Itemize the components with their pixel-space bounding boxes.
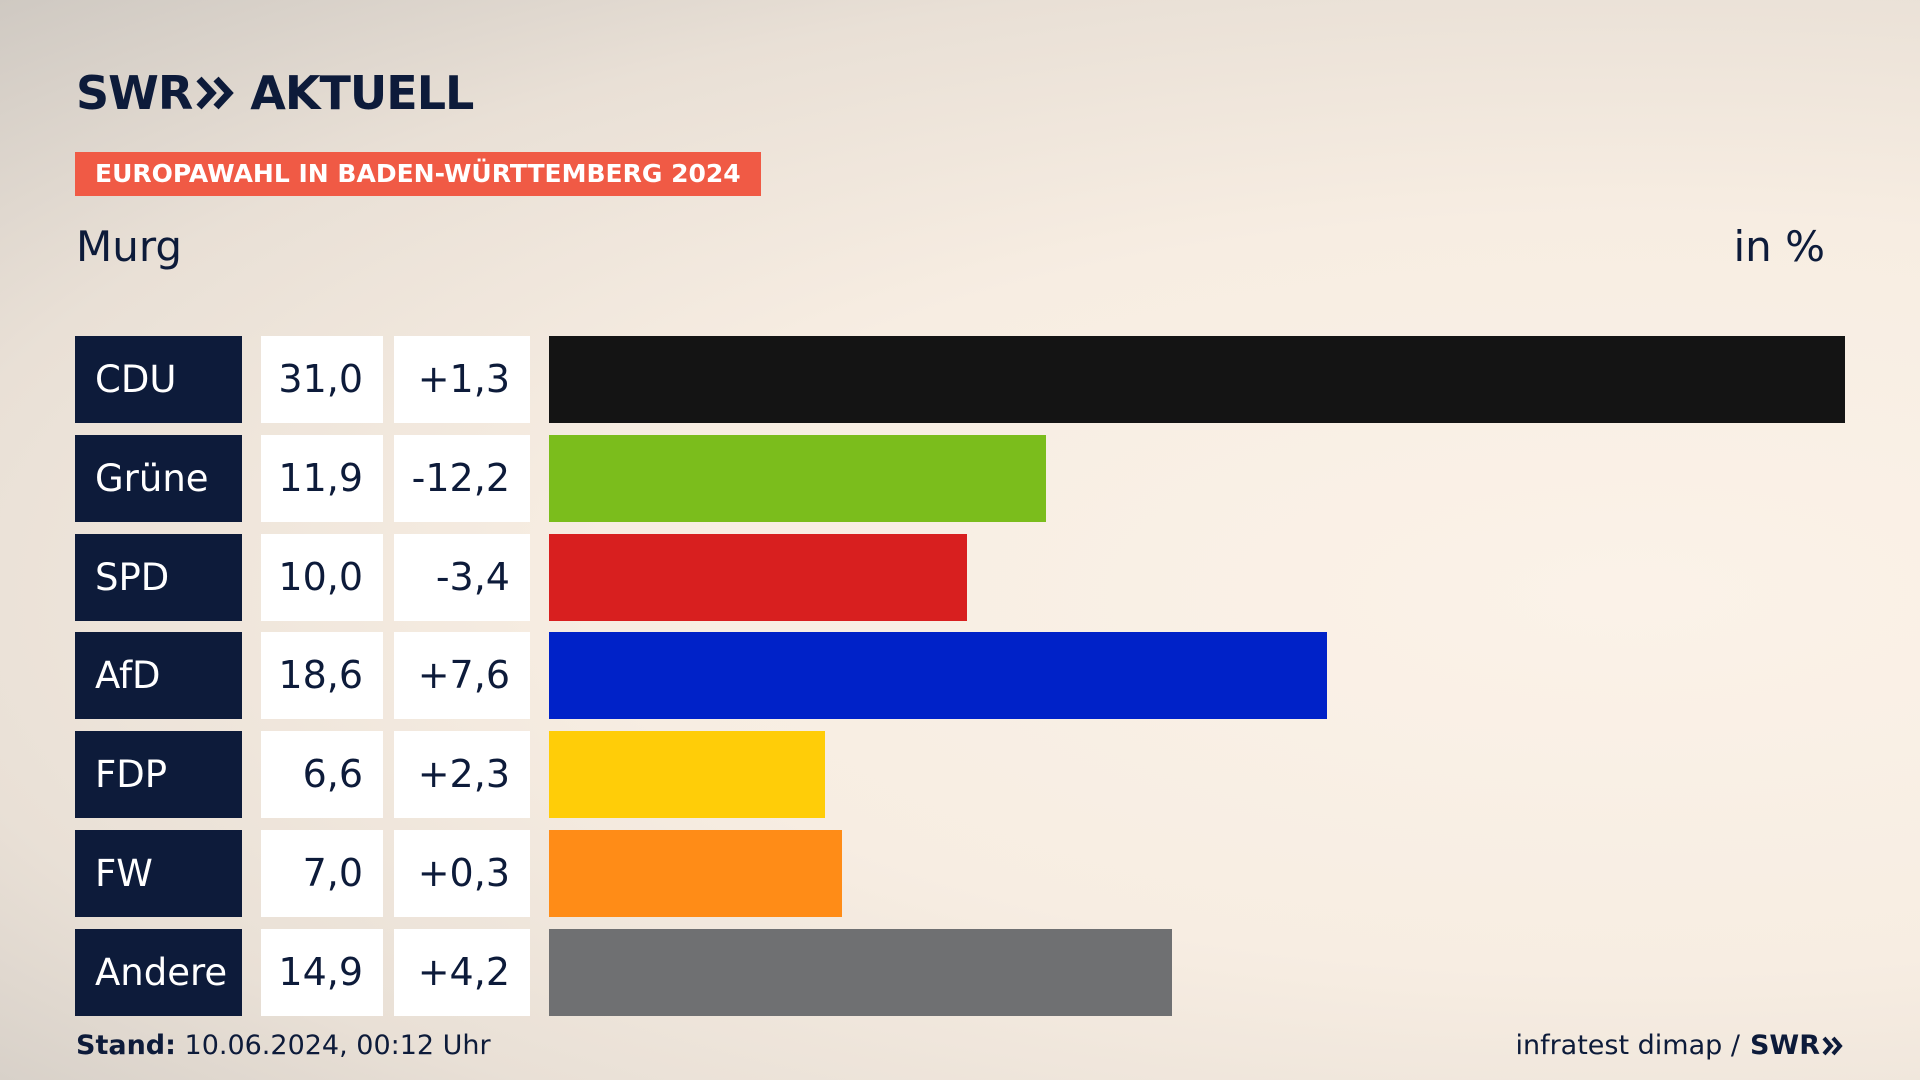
logo-brand: SWR <box>76 66 193 120</box>
source-credit: infratest dimap / SWR <box>1515 1030 1844 1061</box>
vote-change-value: -12,2 <box>394 434 530 522</box>
vote-share-value: 14,9 <box>261 928 383 1016</box>
vote-change-value: -3,4 <box>394 533 530 621</box>
vote-change-value: +0,3 <box>394 830 530 917</box>
vote-share-value: 11,9 <box>261 434 383 522</box>
double-chevron-icon <box>196 75 236 111</box>
vote-share-value: 6,6 <box>261 731 383 819</box>
swr-small-brand: SWR <box>1749 1030 1820 1061</box>
logo-suffix: AKTUELL <box>250 66 474 120</box>
vote-change-value: +2,3 <box>394 731 530 819</box>
party-label: CDU <box>75 336 242 423</box>
vote-share-value: 18,6 <box>261 632 383 720</box>
timestamp: Stand: 10.06.2024, 00:12 Uhr <box>76 1030 491 1061</box>
unit-label: in % <box>1733 222 1825 271</box>
vote-share-value: 7,0 <box>261 830 383 917</box>
vote-share-bar <box>549 731 825 819</box>
party-label: SPD <box>75 533 242 621</box>
swr-small-logo: SWR <box>1750 1030 1844 1061</box>
vote-change-value: +7,6 <box>394 632 530 720</box>
party-label: FDP <box>75 731 242 819</box>
party-label: FW <box>75 830 242 917</box>
stand-value: 10.06.2024, 00:12 Uhr <box>184 1030 491 1061</box>
vote-share-bar <box>549 830 842 917</box>
election-banner: EUROPAWAHL IN BADEN-WÜRTTEMBERG 2024 <box>75 152 761 196</box>
vote-change-value: +4,2 <box>394 928 530 1016</box>
party-label: Grüne <box>75 434 242 522</box>
region-title: Murg <box>76 222 183 271</box>
vote-share-bar <box>549 336 1845 423</box>
vote-share-value: 31,0 <box>261 336 383 423</box>
stand-label: Stand: <box>76 1030 176 1061</box>
vote-change-value: +1,3 <box>394 336 530 423</box>
double-chevron-small-icon <box>1822 1036 1843 1055</box>
vote-share-value: 10,0 <box>261 533 383 621</box>
vote-share-bar <box>549 434 1047 522</box>
party-label: Andere <box>75 928 242 1016</box>
vote-share-bar <box>549 632 1327 720</box>
swr-aktuell-logo: SWR AKTUELL <box>76 66 474 120</box>
vote-share-bar <box>549 928 1172 1016</box>
source-text: infratest dimap / <box>1515 1030 1740 1061</box>
party-label: AfD <box>75 632 242 720</box>
vote-share-bar <box>549 533 968 621</box>
